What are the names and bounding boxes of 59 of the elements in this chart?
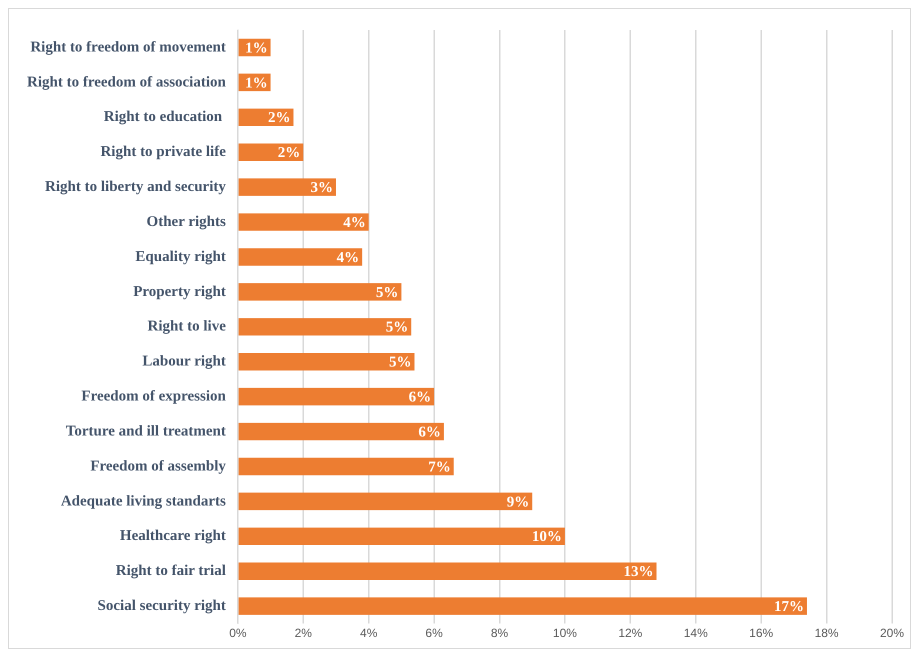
- x-tick-label: 16%: [749, 626, 774, 640]
- bar: [238, 248, 362, 266]
- y-tick-label: Right to liberty and security: [45, 179, 226, 196]
- y-tick-label: Right to fair trial: [116, 563, 226, 580]
- data-label: 2%: [268, 110, 290, 126]
- x-tick-label: 4%: [360, 626, 378, 640]
- data-label: 1%: [245, 75, 268, 92]
- data-label: 17%: [774, 599, 804, 616]
- y-tick-label: Other rights: [146, 214, 226, 230]
- bar: [238, 143, 304, 161]
- x-tick-label: 14%: [684, 626, 708, 640]
- y-tick-label: Right to freedom of association: [26, 74, 227, 90]
- x-tick-label: 12%: [618, 626, 643, 640]
- data-label: 13%: [624, 564, 654, 580]
- bar: [238, 283, 402, 301]
- data-label: 9%: [506, 494, 530, 510]
- bar: [238, 597, 807, 615]
- bar: [238, 213, 369, 231]
- x-tick-label: 0%: [229, 626, 247, 640]
- x-tick-label: 6%: [425, 626, 444, 640]
- y-tick-label: Right to live: [148, 318, 226, 335]
- bar: [238, 492, 532, 510]
- bar: [238, 318, 412, 336]
- x-tick-label: 20%: [880, 626, 904, 640]
- data-label: 5%: [386, 320, 408, 336]
- x-tick-label: 10%: [552, 626, 578, 640]
- data-label: 5%: [388, 354, 412, 371]
- data-label: 6%: [408, 390, 432, 406]
- y-tick-label: Freedom of expression: [81, 388, 227, 405]
- bar: [238, 352, 414, 370]
- data-label: 2%: [278, 145, 300, 162]
- y-tick-label: Adequate living standarts: [60, 493, 226, 510]
- data-label: 7%: [428, 459, 451, 476]
- bar: [238, 528, 565, 546]
- y-tick-label: Property right: [133, 284, 226, 300]
- bar: [238, 388, 434, 406]
- x-tick-label: 8%: [490, 626, 509, 640]
- y-tick-label: Social security right: [98, 598, 226, 614]
- data-label: 10%: [532, 529, 562, 546]
- y-tick-label: Equality right: [135, 248, 226, 265]
- x-tick-label: 2%: [294, 626, 312, 640]
- data-label: 1%: [245, 40, 268, 56]
- x-tick-label: 18%: [814, 626, 839, 640]
- data-label: 4%: [343, 214, 366, 231]
- bar: [238, 422, 444, 440]
- data-label: 5%: [376, 284, 398, 301]
- y-tick-label: Healthcare right: [120, 528, 226, 544]
- y-tick-label: Right to freedom of movement: [30, 39, 226, 56]
- y-tick-label: Labour right: [142, 354, 226, 370]
- data-label: 6%: [418, 424, 441, 440]
- y-tick-label: Freedom of assembly: [90, 458, 226, 474]
- bar: [238, 562, 657, 580]
- y-tick-label: Right to education: [104, 109, 226, 126]
- bar: [238, 178, 336, 196]
- y-tick-label: Torture and ill treatment: [66, 423, 226, 440]
- y-tick-label: Right to private life: [100, 144, 226, 160]
- bar: [238, 458, 454, 476]
- data-label: 4%: [336, 250, 360, 266]
- data-label: 3%: [310, 180, 333, 196]
